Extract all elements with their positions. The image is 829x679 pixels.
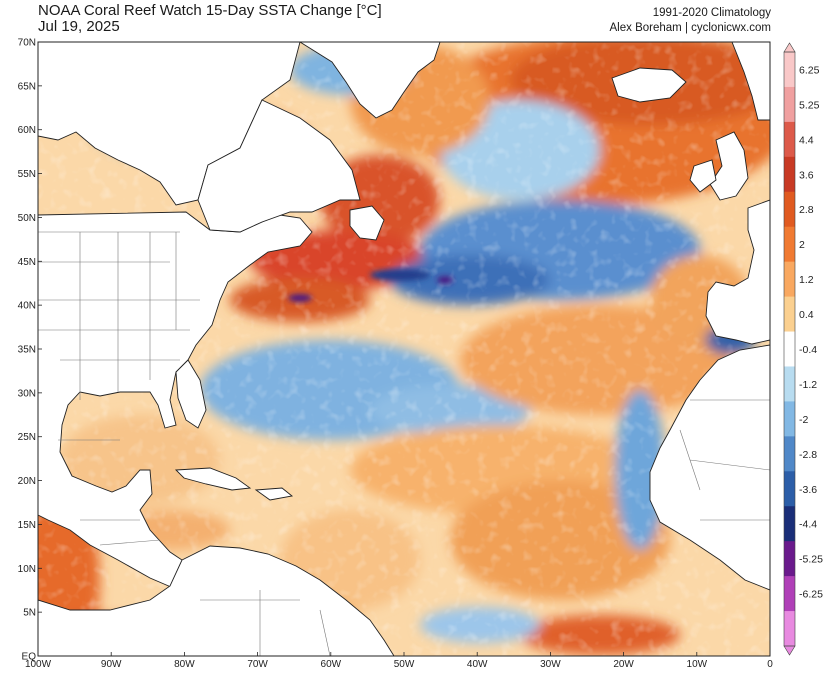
labrador-land	[197, 99, 361, 233]
hispaniola-island	[254, 487, 294, 501]
colorbar-segment	[784, 261, 795, 298]
anomaly-field	[38, 42, 770, 656]
newfoundland	[349, 205, 385, 241]
scandinavia-land	[731, 42, 770, 121]
north-america-land	[38, 42, 301, 206]
map-title: NOAA Coral Reef Watch 15-Day SSTA Change…	[38, 3, 382, 35]
colorbar-label: -2.8	[799, 449, 817, 461]
cuba-island	[174, 467, 252, 491]
lon-label: 40W	[467, 659, 488, 670]
lat-label: 30N	[18, 388, 36, 399]
lat-label: 15N	[18, 520, 36, 531]
map-credits: 1991-2020 Climatology Alex Boreham | cyc…	[610, 6, 771, 36]
colorbar-label: 3.6	[799, 169, 814, 181]
colorbar-label: -5.25	[799, 554, 823, 566]
date-text: Jul 19, 2025	[38, 18, 120, 35]
lon-label: 70W	[247, 659, 268, 670]
colorbar-segment	[784, 191, 795, 228]
lat-label: 40N	[18, 301, 36, 312]
florida-land	[175, 359, 207, 429]
lon-label: 10W	[687, 659, 708, 670]
land-layer	[38, 42, 770, 656]
europe-land	[705, 199, 770, 345]
colorbar-segment	[784, 401, 795, 437]
border-lines	[38, 231, 770, 656]
colorbar-segment	[784, 331, 795, 367]
lon-label: 20W	[613, 659, 634, 670]
colorbar-label: 4.4	[799, 134, 814, 146]
lon-label: 0	[767, 659, 773, 670]
lon-label: 50W	[394, 659, 415, 670]
lat-label: 5N	[23, 608, 36, 619]
colorbar-label: -6.25	[799, 589, 823, 601]
lat-label: 55N	[18, 169, 36, 180]
colorbar-segment	[784, 52, 795, 88]
colorbar-label: -2	[799, 414, 808, 426]
colorbar-label: -1.2	[799, 379, 817, 391]
climatology-text: 1991-2020 Climatology	[652, 7, 771, 19]
colorbar-segment	[784, 506, 795, 542]
lat-label: 50N	[18, 213, 36, 224]
latitude-labels: 70N 65N 60N 55N 50N 45N 40N 35N 30N 25N 20N 15N 10N 5…	[18, 38, 42, 663]
colorbar-segment	[784, 611, 795, 647]
colorbar-segment	[784, 296, 795, 333]
lon-label: 80W	[174, 659, 195, 670]
colorbar-label: -0.4	[799, 344, 817, 356]
colorbar-segment	[784, 86, 795, 123]
lat-label: 10N	[18, 564, 36, 575]
colorbar-label: 5.25	[799, 99, 820, 111]
colorbar-frame	[783, 51, 796, 647]
lon-label: 30W	[540, 659, 561, 670]
title-text: NOAA Coral Reef Watch 15-Day SSTA Change…	[38, 2, 382, 19]
colorbar-segment	[784, 366, 795, 402]
colorbar-segment	[784, 541, 795, 577]
lat-label: 45N	[18, 257, 36, 268]
south-america-land	[38, 545, 395, 656]
colorbar-max-arrow	[783, 42, 796, 53]
lat-label: 70N	[18, 38, 36, 49]
colorbar-label: 6.25	[799, 64, 820, 76]
colorbar-label: -3.6	[799, 484, 817, 496]
colorbar-segment	[784, 436, 795, 472]
lat-label: 35N	[18, 345, 36, 356]
colorbar-min-arrow	[783, 645, 796, 656]
greenland-land	[299, 42, 441, 119]
lat-label: 25N	[18, 432, 36, 443]
credit-text: Alex Boreham | cyclonicwx.com	[609, 22, 771, 34]
lon-label: 90W	[101, 659, 122, 670]
colorbar-label: 1.2	[799, 274, 814, 286]
iceland-land	[611, 67, 687, 103]
lat-label: 20N	[18, 476, 36, 487]
ireland	[689, 159, 717, 193]
colorbar-segment	[784, 576, 795, 612]
colorbar-label: 2.8	[799, 204, 814, 216]
lon-label: 100W	[25, 659, 52, 670]
colorbar-segment	[784, 226, 795, 263]
africa-land	[649, 344, 770, 591]
colorbar-label: 0.4	[799, 309, 814, 321]
colorbar-segment	[784, 156, 795, 193]
colorbar-labels: 6.25 5.25 4.4 3.6 2.8 2 1.2 0.4 -0.4 -1.2 -2 -2.8 -3…	[799, 64, 823, 600]
lon-label: 60W	[321, 659, 342, 670]
colorbar-label: -4.4	[799, 519, 817, 531]
colorbar-segment	[784, 471, 795, 507]
lat-label: 65N	[18, 81, 36, 92]
lat-label: EQ	[22, 652, 37, 663]
colorbar-segment	[784, 121, 795, 158]
lat-label: 60N	[18, 125, 36, 136]
colorbar-label: 2	[799, 239, 805, 251]
colorbar	[783, 42, 796, 656]
british-isles	[709, 131, 749, 201]
longitude-labels: 100W 90W 80W 70W 60W 50W 40W 30W 20W 10W 0	[25, 652, 773, 670]
